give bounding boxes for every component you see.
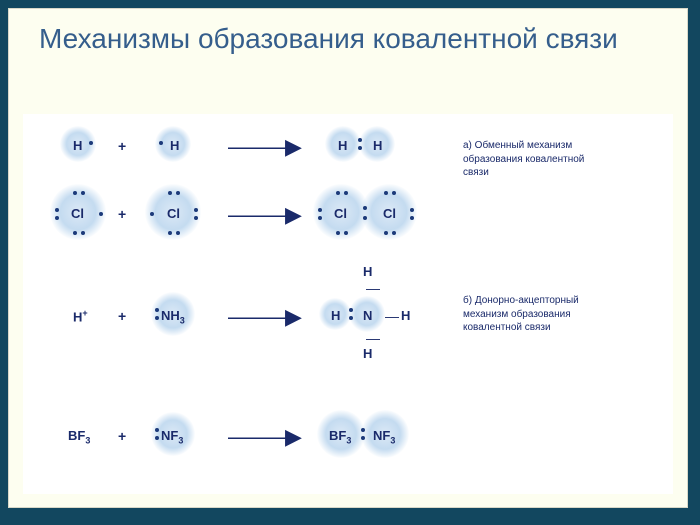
reaction-row: H++NH3———▶H—HN—H—Hб) Донорно-акцепторный… bbox=[23, 294, 673, 374]
electron-dot bbox=[73, 191, 77, 195]
electron-dot bbox=[384, 191, 388, 195]
atom-label: NF3 bbox=[373, 428, 395, 446]
atom-label: H bbox=[331, 308, 340, 323]
electron-dot bbox=[176, 231, 180, 235]
reaction-arrow: ———▶ bbox=[228, 424, 299, 450]
reaction-arrow: ———▶ bbox=[228, 134, 299, 160]
atom-label: Cl bbox=[71, 206, 84, 221]
electron-dot bbox=[318, 216, 322, 220]
electron-dot bbox=[155, 308, 159, 312]
free-label: H+ bbox=[73, 308, 88, 324]
electron-dot bbox=[410, 208, 414, 212]
plus-sign: + bbox=[118, 308, 126, 324]
electron-dot bbox=[336, 191, 340, 195]
electron-dot bbox=[358, 138, 362, 142]
electron-dot bbox=[55, 208, 59, 212]
electron-dot bbox=[392, 191, 396, 195]
electron-dot bbox=[336, 231, 340, 235]
electron-dot bbox=[361, 436, 365, 440]
electron-dot bbox=[155, 316, 159, 320]
electron-dot bbox=[81, 191, 85, 195]
free-label: H bbox=[363, 264, 372, 279]
atom-label: H bbox=[73, 138, 82, 153]
plus-sign: + bbox=[118, 138, 126, 154]
free-label: BF3 bbox=[68, 428, 90, 446]
electron-dot bbox=[384, 231, 388, 235]
reaction-row: BF3 + NF3 ———▶ BF3 NF3 bbox=[23, 414, 673, 494]
electron-dot bbox=[194, 208, 198, 212]
atom-label: H bbox=[170, 138, 179, 153]
plus-sign: + bbox=[118, 428, 126, 444]
electron-dot bbox=[349, 308, 353, 312]
atom-label: BF3 bbox=[329, 428, 351, 446]
reaction-diagram: H+H———▶HHCl+Cl———▶ClClа) Обменный механи… bbox=[23, 114, 673, 494]
electron-dot bbox=[150, 212, 154, 216]
electron-dot bbox=[99, 212, 103, 216]
free-label: H bbox=[401, 308, 410, 323]
electron-dot bbox=[358, 146, 362, 150]
electron-dot bbox=[410, 216, 414, 220]
reaction-row: Cl+Cl———▶ClClа) Обменный механизм образо… bbox=[23, 184, 673, 264]
electron-dot bbox=[176, 191, 180, 195]
electron-dot bbox=[363, 216, 367, 220]
atom-label: Cl bbox=[167, 206, 180, 221]
atom-label: Cl bbox=[383, 206, 396, 221]
reaction-arrow: ———▶ bbox=[228, 202, 299, 228]
slide-title: Механизмы образования ковалентной связи bbox=[39, 23, 618, 55]
electron-dot bbox=[168, 191, 172, 195]
plus-sign: + bbox=[118, 206, 126, 222]
atom-label: H bbox=[373, 138, 382, 153]
free-label: H bbox=[363, 346, 372, 361]
electron-dot bbox=[168, 231, 172, 235]
electron-dot bbox=[344, 191, 348, 195]
atom-label: Cl bbox=[334, 206, 347, 221]
atom-label: N bbox=[363, 308, 372, 323]
electron-dot bbox=[318, 208, 322, 212]
bond-dash: — bbox=[366, 280, 380, 296]
mechanism-note: а) Обменный механизм образования ковален… bbox=[463, 139, 608, 180]
atom-label: NH3 bbox=[161, 308, 185, 326]
electron-dot bbox=[344, 231, 348, 235]
slide: Механизмы образования ковалентной связи … bbox=[8, 8, 688, 508]
atom-label: H bbox=[338, 138, 347, 153]
electron-dot bbox=[155, 428, 159, 432]
electron-dot bbox=[73, 231, 77, 235]
electron-dot bbox=[363, 206, 367, 210]
reaction-arrow: ———▶ bbox=[228, 304, 299, 330]
electron-dot bbox=[155, 436, 159, 440]
electron-dot bbox=[55, 216, 59, 220]
mechanism-note: б) Донорно-акцепторный механизм образова… bbox=[463, 294, 608, 335]
electron-dot bbox=[349, 316, 353, 320]
electron-dot bbox=[194, 216, 198, 220]
electron-dot bbox=[159, 141, 163, 145]
atom-label: NF3 bbox=[161, 428, 183, 446]
electron-dot bbox=[392, 231, 396, 235]
bond-dash: — bbox=[366, 330, 380, 346]
electron-dot bbox=[81, 231, 85, 235]
electron-dot bbox=[89, 141, 93, 145]
electron-dot bbox=[361, 428, 365, 432]
bond-dash: — bbox=[385, 308, 399, 324]
